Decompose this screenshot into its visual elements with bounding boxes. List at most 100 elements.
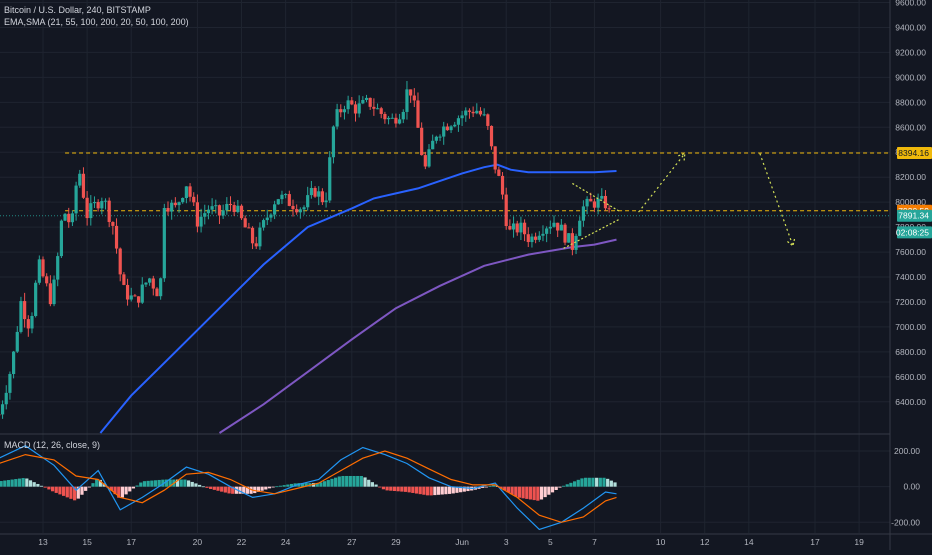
candle-body: [67, 214, 70, 222]
macd-histogram-bar: [198, 485, 201, 487]
macd-histogram-bar: [136, 485, 139, 486]
macd-histogram-bar: [341, 476, 344, 487]
candle-body: [582, 206, 585, 220]
candle-body: [402, 112, 405, 119]
macd-histogram-bar: [371, 482, 374, 487]
macd-histogram-bar: [147, 481, 150, 487]
candle-body: [177, 202, 180, 205]
candle-body: [497, 170, 500, 176]
macd-histogram-bar: [55, 487, 58, 493]
candle-body: [427, 149, 430, 166]
macd-histogram-bar: [69, 487, 72, 499]
candle-body: [185, 186, 188, 198]
candle-body: [152, 278, 155, 288]
candle-body: [233, 205, 236, 212]
candle-body: [170, 203, 173, 212]
candle-body: [361, 100, 364, 103]
candle-body: [457, 118, 460, 125]
macd-histogram-bar: [261, 487, 264, 491]
macd-histogram-bar: [602, 478, 605, 487]
candle-body: [435, 137, 438, 141]
candle-body: [137, 296, 140, 302]
candle-body: [280, 195, 283, 199]
candle-body: [475, 111, 478, 113]
candle-body: [523, 223, 526, 235]
candle-body: [115, 226, 118, 249]
candle-body: [104, 201, 107, 202]
macd-histogram-bar: [216, 487, 219, 491]
time-tick-label: 22: [237, 537, 247, 547]
macd-histogram-bar: [595, 478, 598, 487]
macd-histogram-bar: [588, 478, 591, 487]
macd-histogram-bar: [330, 479, 333, 487]
chart-header: Bitcoin / U.S. Dollar, 240, BITSTAMP EMA…: [4, 4, 189, 28]
candle-body: [409, 89, 412, 95]
candle-body: [93, 202, 96, 203]
candle-body: [273, 204, 276, 214]
candle-body: [214, 205, 217, 206]
time-tick-label: Jun: [455, 537, 469, 547]
candle-body: [530, 237, 533, 242]
macd-histogram-bar: [400, 487, 403, 492]
candle-body: [321, 191, 324, 202]
macd-histogram-bar: [84, 487, 87, 491]
candle-body: [63, 214, 66, 221]
macd-histogram-bar: [272, 487, 275, 488]
macd-histogram-bar: [356, 476, 359, 487]
indicators-legend: EMA,SMA (21, 55, 100, 200, 20, 50, 100, …: [4, 16, 189, 28]
macd-histogram-bar: [202, 486, 205, 487]
time-tick-label: 15: [82, 537, 92, 547]
macd-histogram-bar: [349, 476, 352, 487]
candle-body: [387, 118, 390, 119]
macd-histogram-bar: [139, 483, 142, 487]
macd-histogram-bar: [33, 482, 36, 487]
candle-body: [38, 259, 41, 282]
macd-histogram-bar: [154, 480, 157, 486]
candle-body: [284, 194, 287, 195]
candle-body: [369, 98, 372, 107]
macd-histogram-bar: [558, 487, 561, 488]
macd-histogram-bar: [386, 487, 389, 491]
candle-body: [472, 112, 475, 113]
macd-histogram-bar: [397, 487, 400, 492]
candle-body: [45, 276, 48, 283]
candle-body: [494, 146, 497, 169]
macd-histogram-bar: [11, 480, 14, 487]
candle-body: [516, 223, 519, 232]
macd-histogram-bar: [389, 487, 392, 491]
candle-body: [534, 237, 537, 240]
macd-histogram-bar: [187, 480, 190, 486]
macd-tick-label: 0.00: [903, 482, 920, 492]
macd-histogram-bar: [283, 485, 286, 487]
candle-body: [34, 283, 37, 316]
candle-body: [508, 226, 511, 229]
candle-body: [288, 194, 291, 206]
macd-histogram-bar: [522, 487, 525, 499]
candle-body: [442, 126, 445, 136]
candle-body: [108, 201, 111, 222]
candle-body: [23, 301, 26, 319]
candle-body: [302, 207, 305, 209]
candle-body: [155, 289, 158, 297]
macd-histogram-bar: [183, 480, 186, 487]
macd-histogram-bar: [275, 486, 278, 487]
candle-body: [277, 199, 280, 204]
candle-body: [593, 201, 596, 207]
candle-body: [310, 188, 313, 195]
macd-legend: MACD (12, 26, close, 9): [4, 440, 100, 450]
candle-body: [78, 174, 81, 186]
time-tick-label: 13: [38, 537, 48, 547]
macd-histogram-bar: [227, 487, 230, 494]
candle-body: [449, 126, 452, 130]
candle-body: [600, 196, 603, 199]
candle-body: [100, 201, 103, 208]
price-tick-label: 7400.00: [895, 272, 926, 282]
candle-body: [166, 208, 169, 212]
macd-histogram-bar: [51, 487, 54, 492]
candle-body: [211, 206, 214, 209]
macd-histogram-bar: [62, 487, 65, 496]
macd-histogram-bar: [566, 484, 569, 486]
candle-body: [1, 404, 4, 414]
